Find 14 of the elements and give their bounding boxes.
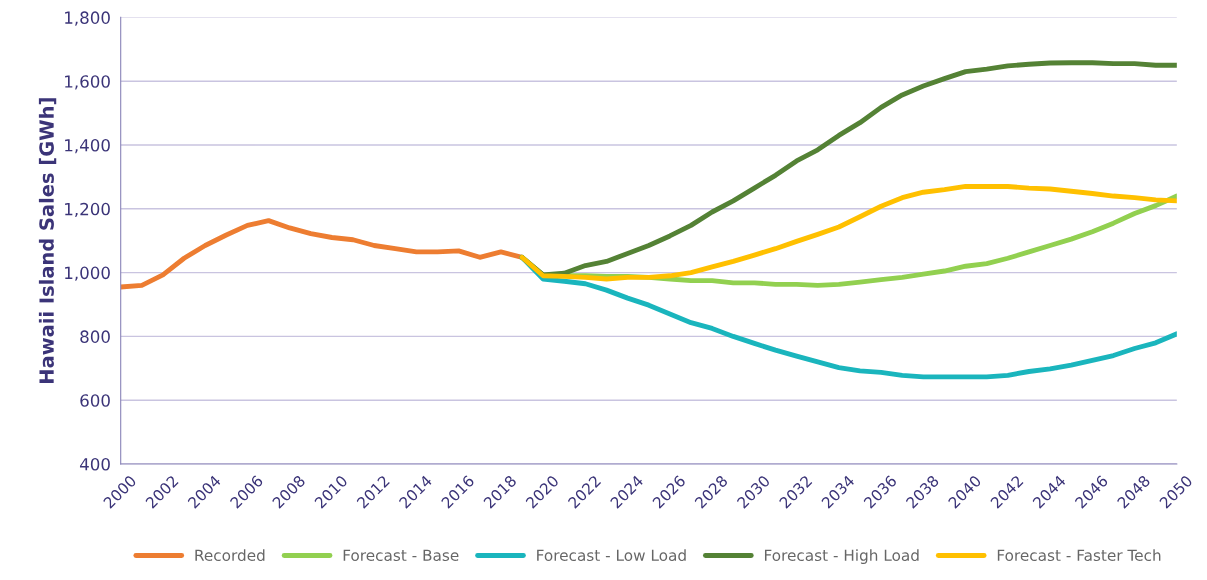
- legend-label: Forecast - High Load: [764, 549, 919, 564]
- legend-label: Recorded: [195, 549, 265, 562]
- y-tick-label: 600: [80, 394, 110, 407]
- y-tick-label: 400: [79, 457, 110, 471]
- y-tick-label: 1,000: [65, 266, 110, 281]
- legend-label: Forecast - Base: [343, 549, 459, 562]
- y-tick-label: 1,800: [65, 11, 110, 26]
- y-tick-label: 800: [80, 330, 110, 343]
- y-tick-label: 1,200: [65, 202, 110, 218]
- legend-label: Forecast - Low Load: [537, 549, 686, 562]
- y-axis-title: Hawaii Island Sales [GWh]: [38, 98, 57, 383]
- y-tick-label: 1,400: [65, 138, 110, 154]
- y-tick-label: 1,600: [65, 75, 110, 90]
- legend-label: Forecast - Faster Tech: [997, 549, 1161, 562]
